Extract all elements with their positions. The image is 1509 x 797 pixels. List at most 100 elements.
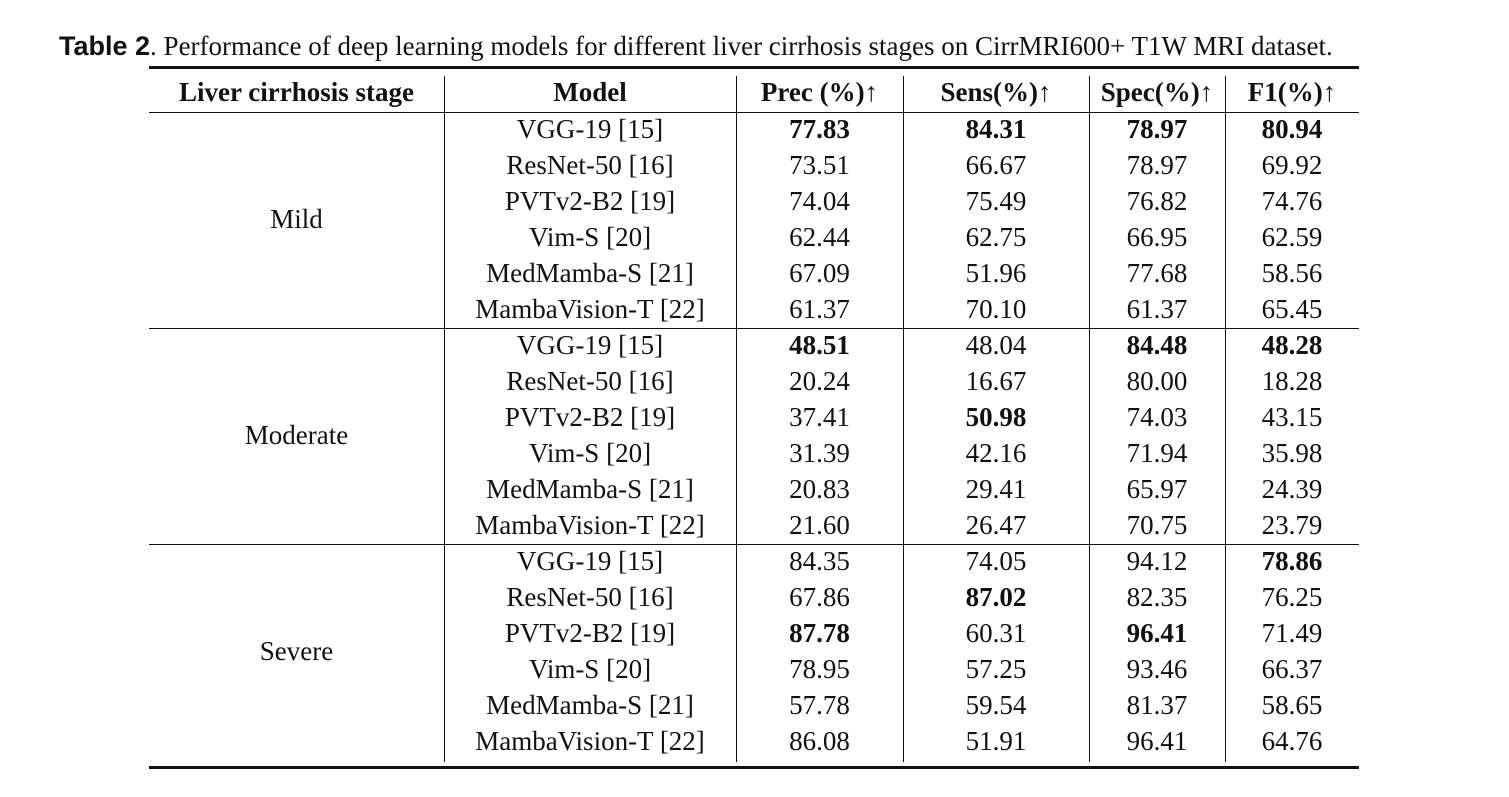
model-name: MedMamba-S [21] bbox=[486, 474, 694, 504]
metric-value: 84.35 bbox=[789, 546, 850, 576]
column-header: Liver cirrhosis stage bbox=[179, 77, 414, 107]
metric-value: 71.49 bbox=[1261, 618, 1323, 648]
metric-value: 96.41 bbox=[1126, 618, 1188, 648]
metric-value: 75.49 bbox=[965, 186, 1027, 216]
metric-value: 86.08 bbox=[789, 726, 850, 756]
metric-value: 78.97 bbox=[1126, 114, 1188, 144]
metric-value: 71.94 bbox=[1126, 438, 1188, 468]
model-name: VGG-19 [15] bbox=[516, 546, 664, 576]
metric-value: 84.48 bbox=[1126, 330, 1188, 360]
metric-value: 87.78 bbox=[789, 618, 850, 648]
metric-value: 20.24 bbox=[789, 366, 850, 396]
metric-value: 51.91 bbox=[965, 726, 1027, 756]
model-name: MedMamba-S [21] bbox=[486, 258, 694, 288]
metric-value: 29.41 bbox=[965, 474, 1027, 504]
metric-value: 48.04 bbox=[965, 330, 1027, 360]
model-name: MedMamba-S [21] bbox=[486, 690, 694, 720]
metric-value: 57.78 bbox=[789, 690, 850, 720]
metric-value: 80.94 bbox=[1261, 114, 1323, 144]
metric-value: 96.41 bbox=[1126, 726, 1188, 756]
model-name: Vim-S [20] bbox=[528, 438, 652, 468]
metric-value: 26.47 bbox=[965, 510, 1027, 540]
metric-value: 74.03 bbox=[1126, 402, 1188, 432]
metric-value: 67.09 bbox=[789, 258, 850, 288]
metric-value: 62.44 bbox=[789, 222, 850, 252]
model-name: VGG-19 [15] bbox=[516, 330, 664, 360]
table-caption: Table 2. Performance of deep learning mo… bbox=[59, 29, 1499, 63]
metric-value: 84.31 bbox=[965, 114, 1027, 144]
metric-value: 57.25 bbox=[965, 654, 1027, 684]
metric-value: 69.92 bbox=[1261, 150, 1323, 180]
caption-text: . Performance of deep learning models fo… bbox=[150, 31, 1333, 61]
metric-value: 67.86 bbox=[789, 582, 850, 612]
metric-value: 70.75 bbox=[1126, 510, 1188, 540]
metric-value: 66.37 bbox=[1261, 654, 1323, 684]
group-rule bbox=[149, 544, 1359, 545]
metric-value: 50.98 bbox=[965, 402, 1027, 432]
metric-value: 42.16 bbox=[965, 438, 1027, 468]
metric-value: 20.83 bbox=[789, 474, 850, 504]
column-divider bbox=[444, 76, 445, 762]
model-name: MambaVision-T [22] bbox=[475, 294, 705, 324]
metric-value: 48.51 bbox=[789, 330, 850, 360]
metric-value: 59.54 bbox=[965, 690, 1027, 720]
metric-value: 93.46 bbox=[1126, 654, 1188, 684]
metric-value: 80.00 bbox=[1126, 366, 1188, 396]
metric-value: 65.97 bbox=[1126, 474, 1188, 504]
model-name: ResNet-50 [16] bbox=[506, 150, 674, 180]
caption-label: Table 2 bbox=[59, 31, 151, 61]
model-name: ResNet-50 [16] bbox=[506, 366, 674, 396]
metric-value: 31.39 bbox=[789, 438, 850, 468]
metric-value: 73.51 bbox=[789, 150, 850, 180]
metric-value: 78.86 bbox=[1261, 546, 1323, 576]
metric-value: 62.75 bbox=[965, 222, 1027, 252]
column-header: Model bbox=[553, 77, 627, 107]
metric-value: 21.60 bbox=[789, 510, 850, 540]
metric-value: 64.76 bbox=[1261, 726, 1323, 756]
metric-value: 66.67 bbox=[965, 150, 1027, 180]
metric-value: 58.56 bbox=[1261, 258, 1323, 288]
table-bottom-rule bbox=[149, 766, 1359, 769]
column-header: Sens(%)↑ bbox=[940, 77, 1052, 107]
metric-value: 58.65 bbox=[1261, 690, 1323, 720]
metric-value: 87.02 bbox=[965, 582, 1027, 612]
column-header: Spec(%)↑ bbox=[1100, 77, 1214, 107]
metric-value: 37.41 bbox=[789, 402, 850, 432]
metric-value: 51.96 bbox=[965, 258, 1027, 288]
metric-value: 74.05 bbox=[965, 546, 1027, 576]
stage-label: Moderate bbox=[244, 420, 349, 450]
metric-value: 66.95 bbox=[1126, 222, 1188, 252]
stage-label: Severe bbox=[259, 636, 334, 666]
metric-value: 76.82 bbox=[1126, 186, 1188, 216]
metric-value: 16.67 bbox=[965, 366, 1027, 396]
metric-value: 74.76 bbox=[1261, 186, 1323, 216]
metric-value: 77.83 bbox=[789, 114, 850, 144]
metric-value: 70.10 bbox=[965, 294, 1027, 324]
metric-value: 94.12 bbox=[1126, 546, 1188, 576]
column-header: Prec (%)↑ bbox=[760, 77, 879, 107]
metric-value: 24.39 bbox=[1261, 474, 1323, 504]
metric-value: 61.37 bbox=[1126, 294, 1188, 324]
column-divider bbox=[736, 76, 737, 762]
model-name: PVTv2-B2 [19] bbox=[504, 618, 676, 648]
column-divider bbox=[1089, 76, 1090, 762]
metric-value: 78.95 bbox=[789, 654, 850, 684]
model-name: MambaVision-T [22] bbox=[475, 726, 705, 756]
metric-value: 35.98 bbox=[1261, 438, 1323, 468]
model-name: MambaVision-T [22] bbox=[475, 510, 705, 540]
metric-value: 18.28 bbox=[1261, 366, 1323, 396]
metric-value: 76.25 bbox=[1261, 582, 1323, 612]
metric-value: 62.59 bbox=[1261, 222, 1323, 252]
header-rule bbox=[149, 112, 1359, 113]
metric-value: 65.45 bbox=[1261, 294, 1323, 324]
metric-value: 61.37 bbox=[789, 294, 850, 324]
column-divider bbox=[1225, 76, 1226, 762]
stage-label: Mild bbox=[270, 204, 323, 234]
column-divider bbox=[903, 76, 904, 762]
metric-value: 77.68 bbox=[1126, 258, 1188, 288]
metric-value: 74.04 bbox=[789, 186, 850, 216]
model-name: ResNet-50 [16] bbox=[506, 582, 674, 612]
model-name: Vim-S [20] bbox=[528, 654, 652, 684]
metric-value: 81.37 bbox=[1126, 690, 1188, 720]
metric-value: 48.28 bbox=[1261, 330, 1323, 360]
